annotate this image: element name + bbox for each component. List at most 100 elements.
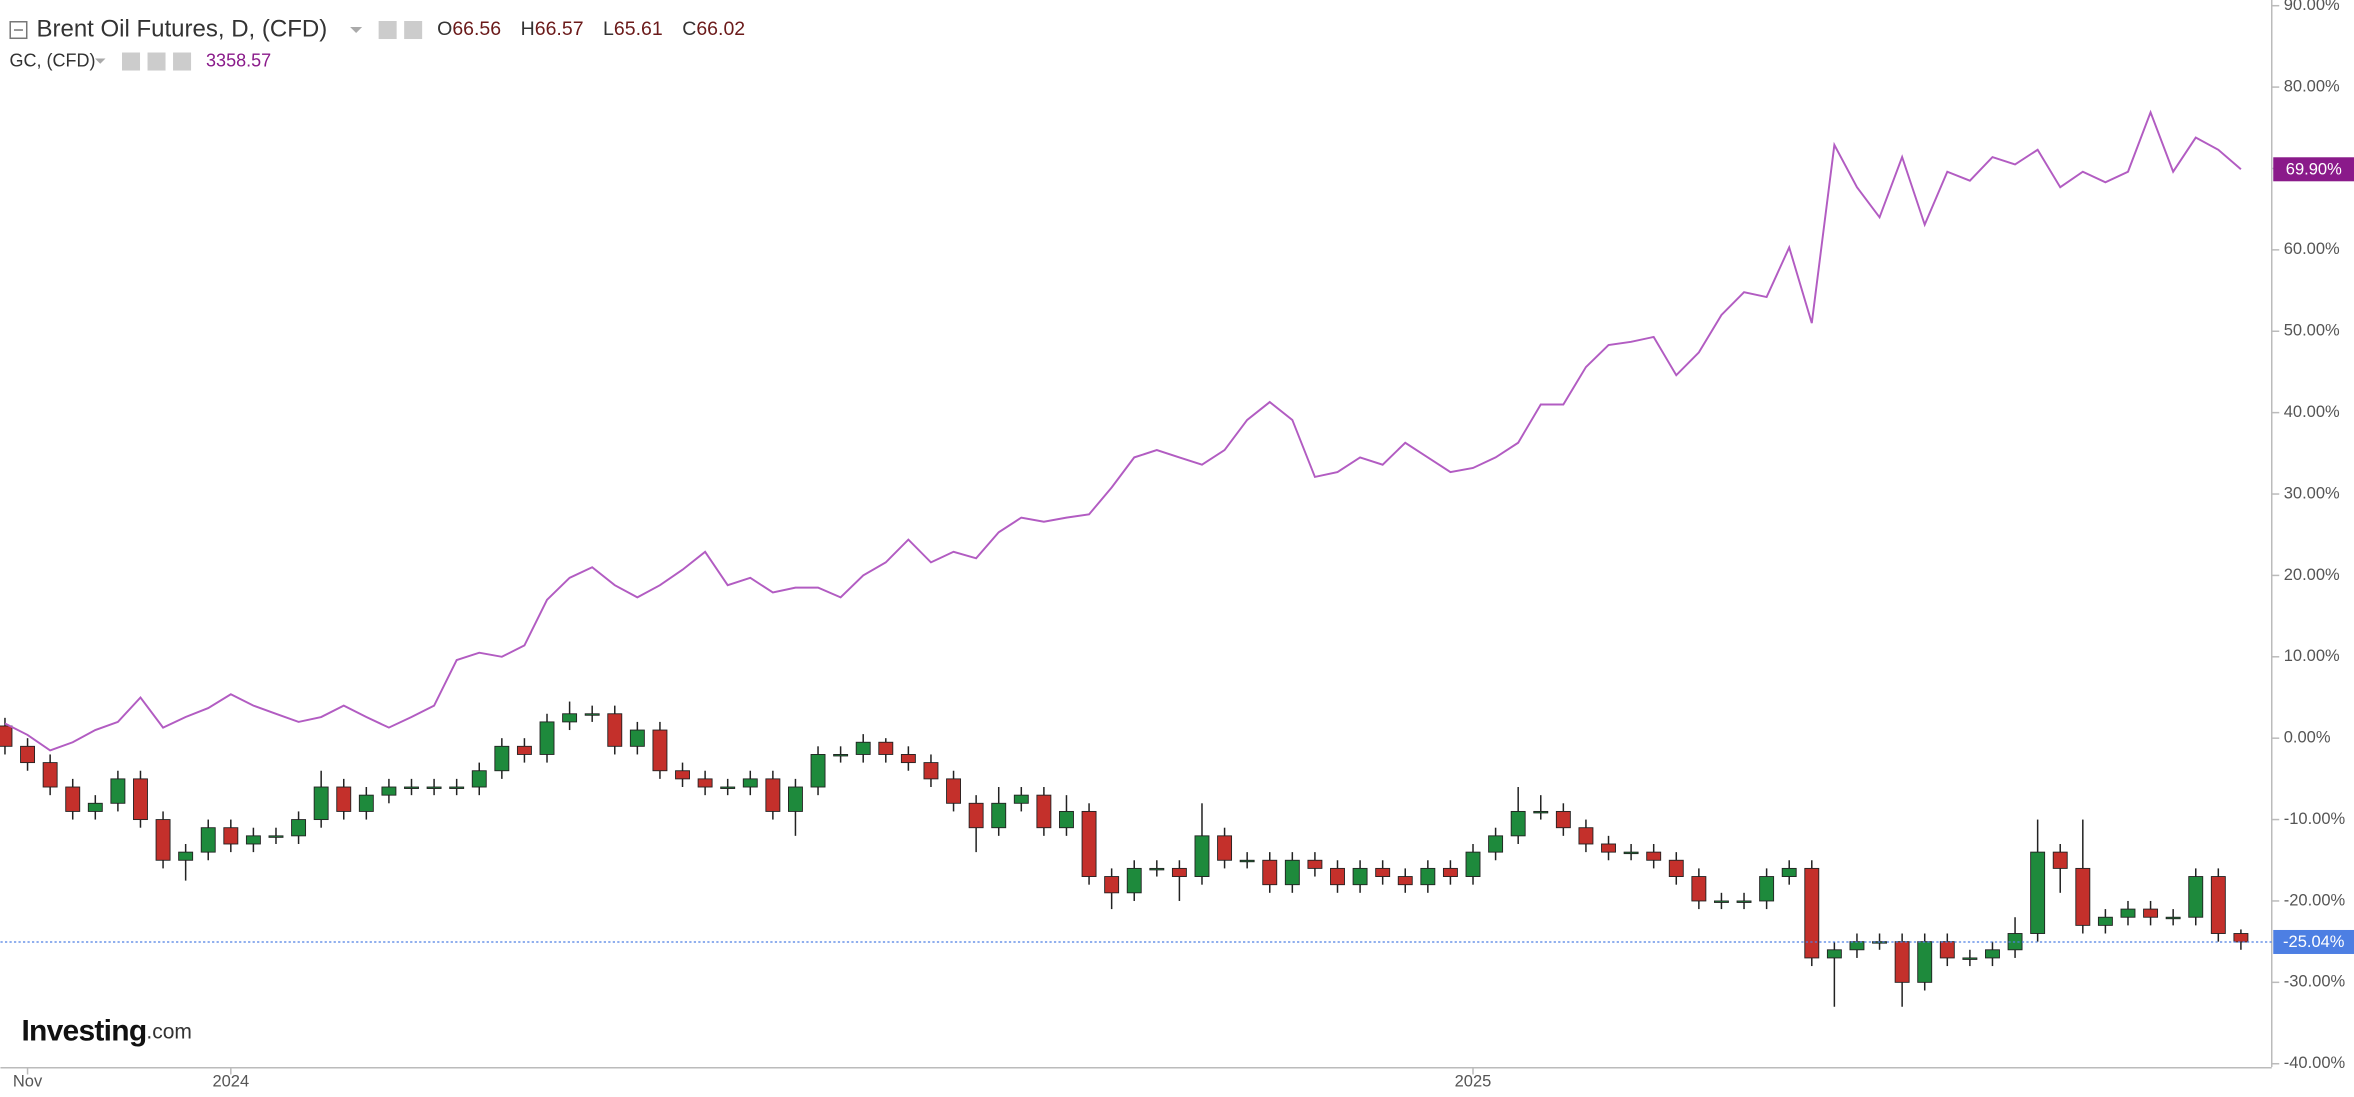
candle-body [1759, 876, 1775, 902]
candle-body [245, 835, 261, 845]
y-tick-label: -10.00% [2284, 810, 2346, 828]
candle-body [1171, 867, 1187, 877]
candle-body [810, 754, 826, 788]
candle-body [923, 762, 939, 780]
y-tick-label: -30.00% [2284, 973, 2346, 991]
eye-icon[interactable] [378, 21, 397, 40]
x-tick-label: 2025 [1455, 1072, 1492, 1090]
settings-icon[interactable] [147, 52, 166, 71]
candle-body [1781, 867, 1797, 877]
y-tick-label: 80.00% [2284, 77, 2340, 95]
ohlc-value: 66.56 [452, 18, 501, 40]
candle-body [878, 741, 894, 755]
ohlc-value: 65.61 [614, 18, 663, 40]
candle-body [1601, 843, 1616, 853]
ohlc-item: C66.02 [682, 18, 745, 40]
candle-body [336, 786, 352, 812]
candle-body [1059, 810, 1074, 829]
candle-body [1330, 867, 1345, 886]
axis-layer: 90.00%80.00%70.00%60.00%50.00%40.00%30.0… [13, 0, 2354, 1090]
candle-body [1262, 859, 1278, 886]
candle-body [404, 786, 419, 789]
candle-body [516, 745, 532, 755]
candle-body [381, 786, 397, 796]
candle-body [155, 819, 171, 861]
candle-body [1104, 876, 1120, 894]
candle-body [2075, 867, 2091, 926]
ohlc-value: 66.57 [535, 18, 584, 40]
candle-body [0, 725, 13, 747]
candle-body [133, 778, 148, 821]
candle-body [2165, 916, 2181, 920]
ohlc-item: H66.57 [521, 18, 584, 40]
last-value-box [2273, 157, 2354, 182]
logo: Investing.com [21, 1014, 191, 1047]
candle-body [358, 794, 374, 812]
candle-body [1623, 851, 1639, 855]
x-tick-label: 2024 [212, 1072, 249, 1090]
candle-body [1713, 900, 1729, 903]
candle-body [1894, 941, 1910, 983]
ohlc-prefix: C [682, 18, 696, 40]
logo-suffix: .com [146, 1020, 192, 1043]
candle-body [991, 802, 1007, 829]
candle-body [1510, 810, 1526, 837]
candle-body [1849, 941, 1865, 951]
candle-body [2143, 908, 2159, 918]
candle-body [2052, 851, 2068, 869]
candle-body [1126, 867, 1142, 894]
last-value-label: 69.90% [2286, 160, 2342, 178]
candle-body [494, 745, 510, 772]
candle-body [1375, 867, 1391, 877]
y-tick-label: -40.00% [2284, 1054, 2346, 1072]
candle-body [471, 770, 487, 788]
candle-body [1646, 851, 1662, 861]
remove-icon[interactable] [173, 52, 192, 71]
candle-body [1668, 859, 1684, 877]
candle-body [562, 713, 578, 723]
candle-body [2120, 908, 2136, 918]
collapse-icon[interactable] [9, 21, 28, 40]
y-tick-label: 0.00% [2284, 729, 2331, 747]
compare-value: 3358.57 [206, 50, 271, 70]
candle-body [1194, 835, 1210, 877]
eye-icon[interactable] [122, 52, 141, 71]
ohlc-prefix: H [521, 18, 535, 40]
ohlc-prefix: O [437, 18, 452, 40]
y-tick-label: 10.00% [2284, 647, 2340, 665]
dropdown-arrow[interactable] [350, 27, 363, 34]
candle-body [1149, 867, 1165, 871]
candle-body [787, 786, 803, 812]
candle-body [1985, 949, 2000, 959]
candle-body [607, 713, 623, 747]
ohlc-value: 66.02 [696, 18, 745, 40]
candle-body [42, 762, 58, 788]
last-value-label: -25.04% [2283, 933, 2345, 951]
dropdown-arrow[interactable] [95, 58, 106, 64]
candle-body [1397, 876, 1413, 886]
line-series [4, 109, 2242, 752]
candle-body [1013, 794, 1029, 804]
candle-body [223, 827, 239, 845]
logo-name: Investing [21, 1014, 146, 1047]
candle-body [65, 786, 81, 812]
candle-body [2233, 933, 2249, 943]
candle-body [539, 721, 555, 755]
candle-body [291, 819, 307, 837]
y-tick-label: 30.00% [2284, 484, 2340, 502]
candle-body [1555, 810, 1571, 829]
candle-body [268, 835, 284, 838]
y-tick-label: 50.00% [2284, 322, 2340, 340]
settings-icon[interactable] [404, 21, 423, 40]
candle-body [110, 778, 126, 804]
candle-body [426, 786, 442, 789]
candle-body [178, 851, 194, 861]
y-tick-label: 90.00% [2284, 0, 2340, 14]
y-tick-label: 20.00% [2284, 566, 2340, 584]
candle-body [1217, 835, 1233, 861]
candle-body [946, 778, 961, 804]
candle-body [20, 745, 36, 764]
candle-body [584, 713, 600, 716]
